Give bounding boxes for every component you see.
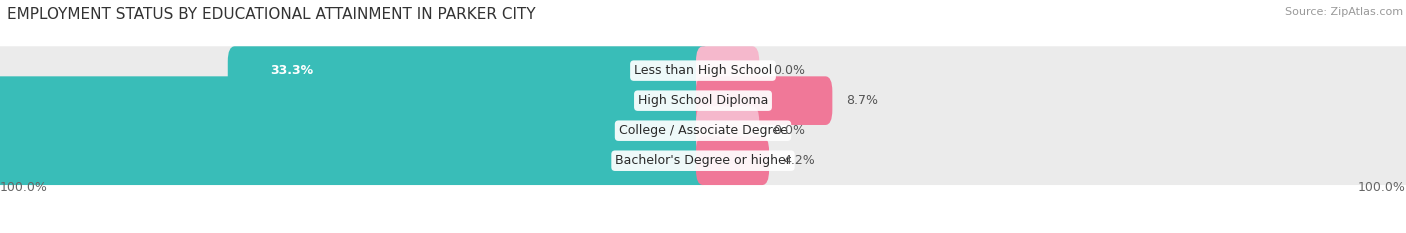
FancyBboxPatch shape [696,46,759,95]
Text: EMPLOYMENT STATUS BY EDUCATIONAL ATTAINMENT IN PARKER CITY: EMPLOYMENT STATUS BY EDUCATIONAL ATTAINM… [7,7,536,22]
Text: College / Associate Degree: College / Associate Degree [619,124,787,137]
Text: Bachelor's Degree or higher: Bachelor's Degree or higher [614,154,792,167]
FancyBboxPatch shape [0,106,710,155]
Text: 0.0%: 0.0% [773,124,806,137]
Text: 4.2%: 4.2% [783,154,815,167]
FancyBboxPatch shape [0,46,1406,95]
Text: Source: ZipAtlas.com: Source: ZipAtlas.com [1285,7,1403,17]
FancyBboxPatch shape [0,106,1406,155]
FancyBboxPatch shape [228,46,710,95]
FancyBboxPatch shape [696,76,832,125]
Text: 100.0%: 100.0% [1358,181,1406,194]
Text: 0.0%: 0.0% [773,64,806,77]
FancyBboxPatch shape [0,76,710,125]
FancyBboxPatch shape [696,136,769,185]
Text: Less than High School: Less than High School [634,64,772,77]
Text: 8.7%: 8.7% [846,94,879,107]
FancyBboxPatch shape [0,136,1406,185]
Text: 33.3%: 33.3% [270,64,314,77]
FancyBboxPatch shape [0,136,710,185]
Text: High School Diploma: High School Diploma [638,94,768,107]
FancyBboxPatch shape [0,76,1406,125]
Text: 100.0%: 100.0% [0,181,48,194]
FancyBboxPatch shape [696,106,759,155]
